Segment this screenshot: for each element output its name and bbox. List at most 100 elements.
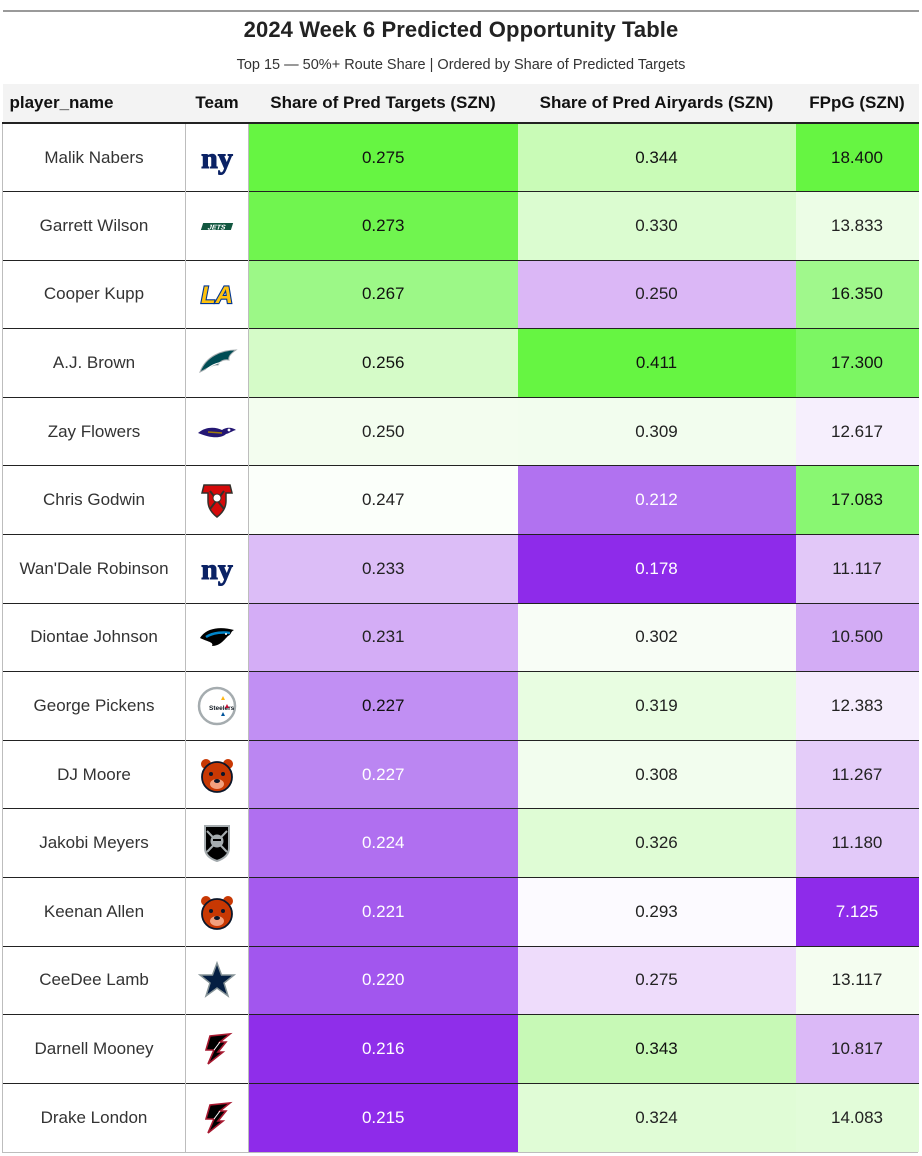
- header-row: player_name Team Share of Pred Targets (…: [2, 84, 919, 124]
- fppg-cell: 17.300: [795, 328, 919, 398]
- airyards-share-cell: 0.319: [517, 671, 796, 741]
- giants-logo-icon: ny: [196, 548, 238, 590]
- team-logo-cell: LA: [185, 259, 249, 329]
- targets-share-cell: 0.250: [248, 396, 518, 466]
- bottom-rule: [2, 1152, 918, 1153]
- table-row: A.J. Brown 0.256 0.411 17.300: [2, 328, 919, 398]
- player-name-cell: Garrett Wilson: [2, 191, 186, 261]
- jets-logo-icon: JETS: [196, 205, 238, 247]
- panthers-logo-icon: [196, 616, 238, 658]
- table-row: Wan'Dale Robinson ny 0.233 0.178 11.117: [2, 534, 919, 604]
- airyards-share-cell: 0.330: [517, 191, 796, 261]
- column-header-targets[interactable]: Share of Pred Targets (SZN): [248, 84, 518, 124]
- table-row: Zay Flowers 0.250 0.309 12.617: [2, 396, 919, 466]
- fppg-cell: 13.117: [795, 945, 919, 1015]
- player-name-cell: Zay Flowers: [2, 396, 186, 466]
- fppg-cell: 11.117: [795, 534, 919, 604]
- fppg-cell: 10.817: [795, 1014, 919, 1084]
- svg-text:Steelers: Steelers: [209, 705, 235, 712]
- player-name-cell: George Pickens: [2, 671, 186, 741]
- table-row: Jakobi Meyers 0.224 0.326 11.180: [2, 808, 919, 878]
- team-logo-cell: [185, 465, 249, 535]
- table-row: Garrett Wilson JETS 0.273 0.330 13.833: [2, 191, 919, 261]
- giants-logo-icon: ny: [196, 137, 238, 179]
- airyards-share-cell: 0.309: [517, 396, 796, 466]
- airyards-share-cell: 0.344: [517, 123, 796, 192]
- svg-text:LA: LA: [201, 282, 233, 309]
- fppg-cell: 17.083: [795, 465, 919, 535]
- table-row: CeeDee Lamb 0.220 0.275 13.117: [2, 945, 919, 1015]
- fppg-cell: 14.083: [795, 1082, 919, 1152]
- fppg-cell: 11.180: [795, 808, 919, 878]
- svg-text:JETS: JETS: [207, 224, 227, 232]
- table-row: Drake London 0.215 0.324 14.083: [2, 1082, 919, 1152]
- team-logo-cell: Steelers: [185, 671, 249, 741]
- team-logo-cell: [185, 877, 249, 947]
- table-row: Cooper Kupp LA 0.267 0.250 16.350: [2, 259, 919, 329]
- svg-text:ny: ny: [201, 553, 233, 586]
- team-logo-cell: [185, 1082, 249, 1152]
- raiders-logo-icon: [196, 822, 238, 864]
- player-name-cell: Darnell Mooney: [2, 1014, 186, 1084]
- targets-share-cell: 0.231: [248, 602, 518, 672]
- cowboys-logo-icon: [196, 959, 238, 1001]
- player-name-cell: DJ Moore: [2, 739, 186, 809]
- airyards-share-cell: 0.293: [517, 877, 796, 947]
- targets-share-cell: 0.275: [248, 123, 518, 192]
- player-name-cell: Cooper Kupp: [2, 259, 186, 329]
- team-logo-cell: JETS: [185, 191, 249, 261]
- table-row: George Pickens Steelers 0.227 0.319 12.383: [2, 671, 919, 741]
- rams-logo-icon: LA: [196, 273, 238, 315]
- targets-share-cell: 0.224: [248, 808, 518, 878]
- top-rule: [3, 10, 919, 12]
- team-logo-cell: [185, 808, 249, 878]
- column-header-team[interactable]: Team: [185, 84, 249, 124]
- team-logo-cell: [185, 396, 249, 466]
- table-row: Malik Nabers ny 0.275 0.344 18.400: [2, 123, 919, 192]
- targets-share-cell: 0.233: [248, 534, 518, 604]
- table-title: 2024 Week 6 Predicted Opportunity Table: [243, 17, 679, 42]
- fppg-cell: 12.383: [795, 671, 919, 741]
- targets-share-cell: 0.221: [248, 877, 518, 947]
- fppg-cell: 13.833: [795, 191, 919, 261]
- fppg-cell: 10.500: [795, 602, 919, 672]
- team-logo-cell: ny: [185, 123, 249, 192]
- airyards-share-cell: 0.178: [517, 534, 796, 604]
- table-row: Keenan Allen 0.221 0.293 7.125: [2, 877, 919, 947]
- targets-share-cell: 0.227: [248, 739, 518, 809]
- targets-share-cell: 0.227: [248, 671, 518, 741]
- team-logo-cell: [185, 1014, 249, 1084]
- targets-share-cell: 0.273: [248, 191, 518, 261]
- player-name-cell: CeeDee Lamb: [2, 945, 186, 1015]
- airyards-share-cell: 0.324: [517, 1082, 796, 1152]
- falcons-logo-icon: [196, 1097, 238, 1139]
- table-row: Diontae Johnson 0.231 0.302 10.500: [2, 602, 919, 672]
- airyards-share-cell: 0.212: [517, 465, 796, 535]
- column-header-player[interactable]: player_name: [2, 84, 186, 124]
- eagles-logo-icon: [196, 342, 238, 384]
- targets-share-cell: 0.220: [248, 945, 518, 1015]
- targets-share-cell: 0.247: [248, 465, 518, 535]
- falcons-logo-icon: [196, 1028, 238, 1070]
- targets-share-cell: 0.216: [248, 1014, 518, 1084]
- svg-text:ny: ny: [201, 142, 233, 175]
- fppg-cell: 7.125: [795, 877, 919, 947]
- airyards-share-cell: 0.302: [517, 602, 796, 672]
- table-body: Malik Nabers ny 0.275 0.344 18.400 Garrett Wi…: [2, 123, 919, 1152]
- team-logo-cell: [185, 328, 249, 398]
- table-subtitle: Top 15 — 50%+ Route Share | Ordered by S…: [236, 57, 686, 73]
- targets-share-cell: 0.256: [248, 328, 518, 398]
- table-row: Chris Godwin 0.247 0.212 17.083: [2, 465, 919, 535]
- player-name-cell: Malik Nabers: [2, 123, 186, 192]
- fppg-cell: 11.267: [795, 739, 919, 809]
- column-header-airyards[interactable]: Share of Pred Airyards (SZN): [517, 84, 796, 124]
- column-header-fppg[interactable]: FPpG (SZN): [795, 84, 919, 124]
- airyards-share-cell: 0.343: [517, 1014, 796, 1084]
- player-name-cell: Jakobi Meyers: [2, 808, 186, 878]
- fppg-cell: 16.350: [795, 259, 919, 329]
- team-logo-cell: ny: [185, 534, 249, 604]
- player-name-cell: Keenan Allen: [2, 877, 186, 947]
- opportunity-table: player_name Team Share of Pred Targets (…: [2, 84, 919, 1152]
- airyards-share-cell: 0.411: [517, 328, 796, 398]
- table-row: DJ Moore 0.227 0.308 11.267: [2, 739, 919, 809]
